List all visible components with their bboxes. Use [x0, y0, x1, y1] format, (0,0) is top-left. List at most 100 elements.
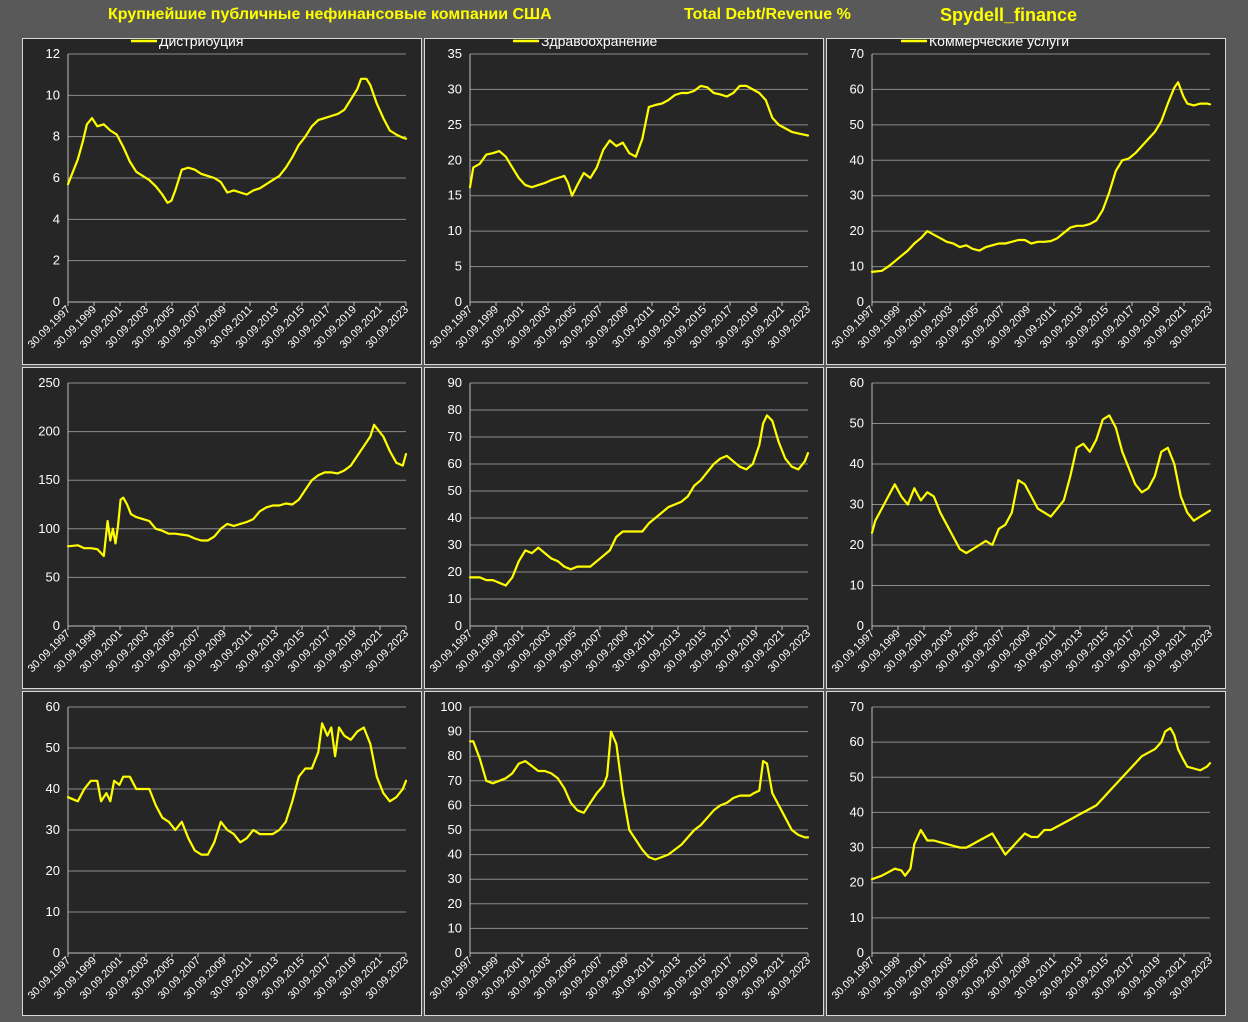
y-tick-label: 50 [46, 569, 60, 584]
y-tick-label: 40 [850, 804, 864, 819]
chart-panel-utilities: 0 50 100 150 200 250 30.09.1997 30.09.1999 30.09… [22, 367, 422, 689]
y-tick-label: 8 [53, 129, 60, 144]
y-tick-label: 20 [850, 537, 864, 552]
y-tick-label: 20 [46, 863, 60, 878]
chart-svg: 0510152025303530.09.199730.09.199930.09.… [428, 39, 813, 351]
y-tick-label: 40 [448, 510, 462, 525]
series-line [870, 81, 1212, 273]
y-tick-label: 10 [850, 259, 864, 274]
y-tick-label: 25 [448, 117, 462, 132]
y-tick-label: 30 [448, 871, 462, 886]
y-tick-label: 0 [455, 294, 462, 309]
y-tick-label: 50 [448, 822, 462, 837]
y-tick-label: 50 [46, 740, 60, 755]
y-tick-label: 70 [448, 773, 462, 788]
y-tick-label: 200 [38, 424, 60, 439]
y-tick-label: 10 [850, 578, 864, 593]
series-line [66, 423, 408, 558]
y-tick-label: 12 [46, 46, 60, 61]
y-tick-label: 40 [448, 847, 462, 862]
series-line [468, 730, 810, 861]
y-tick-label: 10 [46, 87, 60, 102]
y-tick-label: 0 [53, 294, 60, 309]
y-tick-label: 20 [448, 564, 462, 579]
chart-svg: 05010015020025030.09.199730.09.199930.09… [26, 375, 411, 675]
chart-panel-non-energy-minerals: 0 10 20 30 40 50 60 30.09.1997 30.09.1999 30.09.2… [826, 367, 1226, 689]
y-tick-label: 60 [850, 375, 864, 390]
y-tick-label: 70 [850, 46, 864, 61]
y-tick-label: 10 [448, 920, 462, 935]
y-tick-label: 60 [46, 699, 60, 714]
y-tick-label: 30 [850, 840, 864, 855]
y-tick-label: 20 [850, 223, 864, 238]
chart-panel-manufacturing: 0 10 20 30 40 50 60 30.09.1997 30.09.1999 30.09.2… [22, 691, 422, 1016]
y-tick-label: 20 [448, 152, 462, 167]
y-tick-label: 30 [46, 822, 60, 837]
y-tick-label: 10 [448, 223, 462, 238]
y-tick-label: 10 [448, 591, 462, 606]
y-tick-label: 70 [850, 699, 864, 714]
y-tick-label: 4 [53, 211, 60, 226]
y-tick-label: 10 [850, 910, 864, 925]
series-line [468, 414, 810, 587]
y-tick-label: 0 [53, 945, 60, 960]
chart-svg: 02468101230.09.199730.09.199930.09.20013… [26, 39, 411, 351]
header-metric: Total Debt/Revenue % [684, 6, 851, 23]
series-line [468, 84, 810, 197]
y-tick-label: 50 [850, 769, 864, 784]
series-line [870, 414, 1212, 555]
y-tick-label: 60 [448, 456, 462, 471]
y-tick-label: 80 [448, 748, 462, 763]
y-tick-label: 90 [448, 724, 462, 739]
y-tick-label: 60 [850, 81, 864, 96]
chart-svg: 01020304050607030.09.199730.09.199930.09… [830, 699, 1215, 1002]
chart-svg: 010203040506030.09.199730.09.199930.09.2… [830, 375, 1215, 675]
y-tick-label: 50 [850, 117, 864, 132]
chart-panel-medical-technology: 0 10 20 30 40 50 60 70 80 90 30.09.1997 30.09.1999 3… [424, 367, 824, 689]
y-tick-label: 10 [46, 904, 60, 919]
chart-panel-consumer-durables: 0 10 20 30 40 50 60 70 80 90 100 30.09.1997 30.09.19… [424, 691, 824, 1016]
y-tick-label: 5 [455, 259, 462, 274]
y-tick-label: 100 [440, 699, 462, 714]
y-tick-label: 0 [857, 945, 864, 960]
y-tick-label: 40 [850, 152, 864, 167]
y-tick-label: 0 [857, 618, 864, 633]
y-tick-label: 30 [850, 188, 864, 203]
chart-svg: 01020304050607030.09.199730.09.199930.09… [830, 39, 1215, 351]
y-tick-label: 20 [448, 896, 462, 911]
y-tick-label: 30 [448, 81, 462, 96]
chart-panel-distribution: 0 2 4 6 8 10 12 30.09.1997 30.09.1999 30.09.2001 3… [22, 38, 422, 365]
chart-panel-consumer-non-durables: 0 10 20 30 40 50 60 70 30.09.1997 30.09.1999 30.09… [826, 691, 1226, 1016]
y-tick-label: 0 [857, 294, 864, 309]
y-tick-label: 35 [448, 46, 462, 61]
y-tick-label: 40 [46, 781, 60, 796]
y-tick-label: 30 [850, 497, 864, 512]
y-tick-label: 100 [38, 521, 60, 536]
legend-label: Коммерческие услуги [929, 39, 1069, 49]
y-tick-label: 15 [448, 188, 462, 203]
y-tick-label: 250 [38, 375, 60, 390]
y-tick-label: 80 [448, 402, 462, 417]
chart-svg: 010203040506070809030.09.199730.09.19993… [428, 375, 813, 675]
y-tick-label: 50 [850, 416, 864, 431]
legend-label: Дистрибуция [159, 39, 243, 49]
y-tick-label: 0 [455, 618, 462, 633]
header-title: Крупнейшие публичные нефинансовые компан… [108, 6, 552, 23]
y-tick-label: 0 [53, 618, 60, 633]
y-tick-label: 2 [53, 253, 60, 268]
y-tick-label: 70 [448, 429, 462, 444]
y-tick-label: 60 [850, 734, 864, 749]
chart-svg: 010203040506070809010030.09.199730.09.19… [428, 699, 813, 1002]
series-line [870, 726, 1212, 881]
legend-label: Здравоохранение [541, 39, 658, 49]
y-tick-label: 6 [53, 170, 60, 185]
y-tick-label: 60 [448, 797, 462, 812]
series-line [66, 77, 408, 204]
chart-svg: 010203040506030.09.199730.09.199930.09.2… [26, 699, 411, 1002]
chart-panel-healthcare: 0 5 10 15 20 25 30 35 30.09.1997 30.09.1999 30.09.… [424, 38, 824, 365]
chart-panel-commercial-services: 0 10 20 30 40 50 60 70 30.09.1997 30.09.1999 30.09… [826, 38, 1226, 365]
y-tick-label: 90 [448, 375, 462, 390]
y-tick-label: 150 [38, 472, 60, 487]
series-line [66, 722, 408, 856]
y-tick-label: 0 [455, 945, 462, 960]
